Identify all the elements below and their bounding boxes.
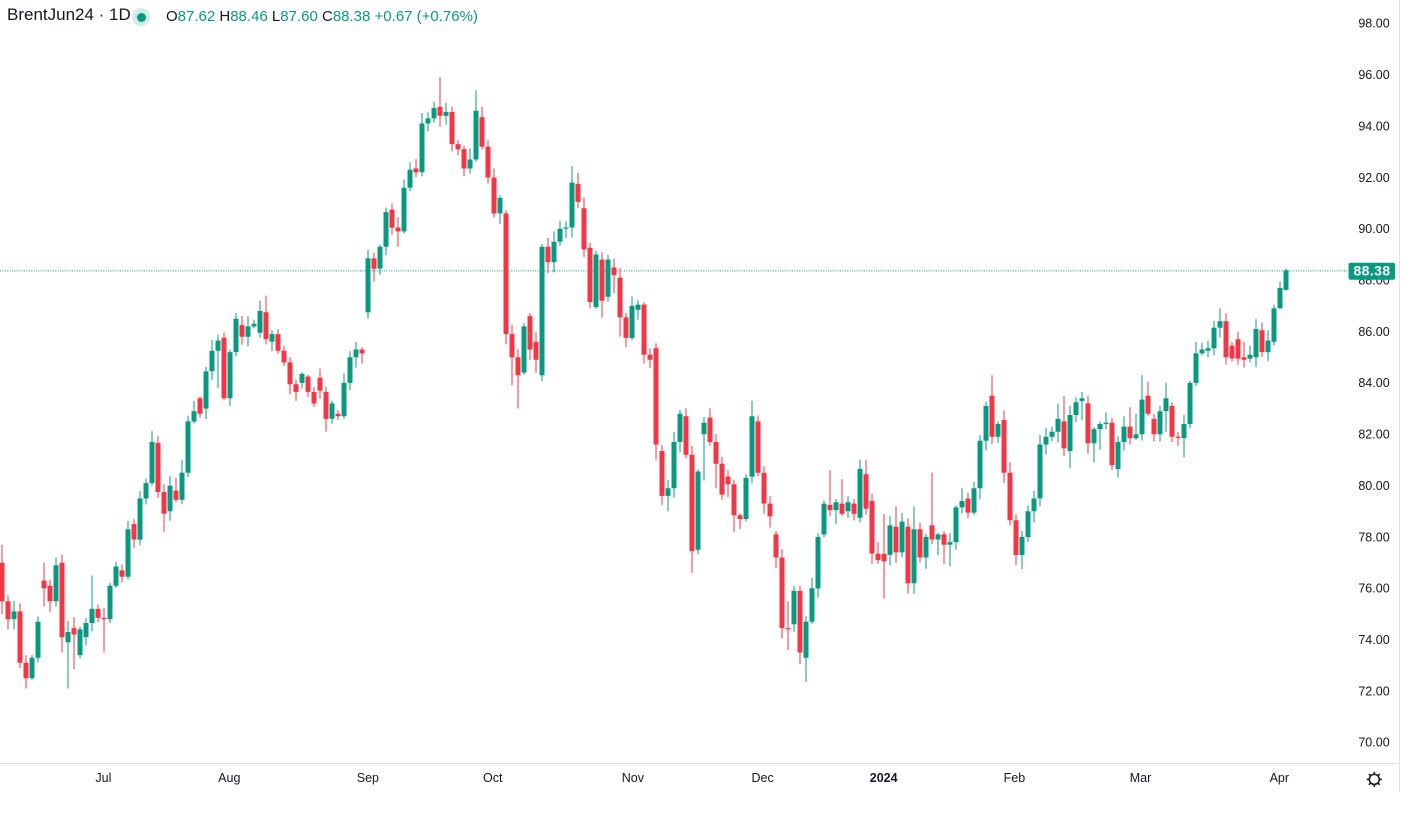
svg-text:70.00: 70.00 — [1358, 736, 1389, 750]
svg-text:Feb: Feb — [1004, 771, 1026, 785]
svg-text:82.00: 82.00 — [1358, 428, 1389, 442]
svg-text:80.00: 80.00 — [1358, 479, 1389, 493]
svg-text:Mar: Mar — [1130, 771, 1152, 785]
svg-text:Oct: Oct — [483, 771, 503, 785]
svg-text:78.00: 78.00 — [1358, 530, 1389, 544]
svg-text:Aug: Aug — [218, 771, 240, 785]
svg-text:74.00: 74.00 — [1358, 633, 1389, 647]
svg-text:Apr: Apr — [1270, 771, 1289, 785]
svg-text:92.00: 92.00 — [1358, 171, 1389, 185]
svg-text:84.00: 84.00 — [1358, 376, 1389, 390]
svg-text:72.00: 72.00 — [1358, 684, 1389, 698]
svg-text:88.38: 88.38 — [1353, 263, 1390, 279]
svg-text:Nov: Nov — [622, 771, 645, 785]
svg-text:76.00: 76.00 — [1358, 582, 1389, 596]
svg-text:Dec: Dec — [751, 771, 773, 785]
svg-text:Jul: Jul — [95, 771, 111, 785]
svg-text:98.00: 98.00 — [1358, 17, 1389, 31]
svg-text:94.00: 94.00 — [1358, 119, 1389, 133]
svg-text:2024: 2024 — [870, 771, 898, 785]
svg-text:86.00: 86.00 — [1358, 325, 1389, 339]
svg-text:Sep: Sep — [357, 771, 379, 785]
svg-text:96.00: 96.00 — [1358, 68, 1389, 82]
svg-text:90.00: 90.00 — [1358, 222, 1389, 236]
